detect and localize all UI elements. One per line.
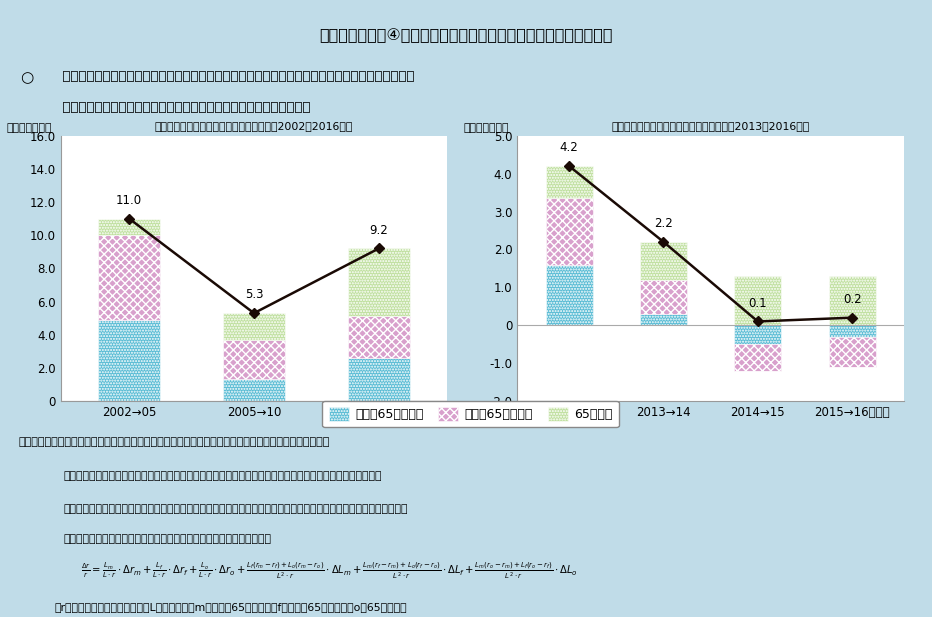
Bar	[348, 249, 410, 317]
Text: $\frac{\Delta r}{r} = \frac{L_m}{L \cdot r} \cdot \Delta r_m + \frac{L_f}{L \cdo: $\frac{\Delta r}{r} = \frac{L_m}{L \cdot…	[81, 560, 578, 581]
Text: イム労働者比率と労働者数の変化を合計したものを示す。: イム労働者比率と労働者数の変化を合計したものを示す。	[63, 534, 271, 544]
Bar	[829, 337, 876, 367]
Text: 0.2: 0.2	[843, 292, 861, 306]
Text: ２）各年のパートタイム比率の差について要因分解したもの。要因分解式は下記のとおりで、各者のパートタ: ２）各年のパートタイム比率の差について要因分解したもの。要因分解式は下記のとおり…	[63, 504, 408, 514]
Bar	[734, 325, 781, 344]
Text: 女性・高齢者の労働参加がパート比率の上昇に大きく寄与している中で、直近では、高齢者がパー: 女性・高齢者の労働参加がパート比率の上昇に大きく寄与している中で、直近では、高齢…	[54, 70, 415, 83]
Bar	[734, 344, 781, 371]
Title: パートタイム比率の増減率の寄与度分解（2013～2016年）: パートタイム比率の増減率の寄与度分解（2013～2016年）	[611, 121, 810, 131]
Bar	[829, 325, 876, 337]
Bar	[348, 317, 410, 358]
Text: コラム１－３－④図　パートタイム比率の増減に対する寄与度分解: コラム１－３－④図 パートタイム比率の増減に対する寄与度分解	[320, 28, 612, 43]
Bar	[98, 218, 160, 235]
Legend: 男性（65歳未満）, 女性（65歳未満）, 65歳以上: 男性（65歳未満）, 女性（65歳未満）, 65歳以上	[322, 401, 619, 427]
Text: （増減率・％）: （増減率・％）	[463, 123, 509, 133]
Text: 11.0: 11.0	[116, 194, 143, 207]
Text: 2.2: 2.2	[654, 217, 673, 230]
Text: 0.1: 0.1	[748, 297, 767, 310]
Bar	[223, 313, 285, 340]
Bar	[829, 276, 876, 325]
Title: パートタイム比率の増減率の寄与度分解（2002～2016年）: パートタイム比率の増減率の寄与度分解（2002～2016年）	[155, 121, 353, 131]
Text: 資料出所　総務省統計局「労働力調査（詳細集計）」をもとに厚生労働省労働政策担当参事官室にて作成: 資料出所 総務省統計局「労働力調査（詳細集計）」をもとに厚生労働省労働政策担当参…	[19, 437, 330, 447]
Bar	[640, 280, 687, 314]
Text: （r：パートタイム労働者比率、L：労働者数、m＝男性（65歳未満）、f＝女性（65歳未満）、o＝65歳以上）: （r：パートタイム労働者比率、L：労働者数、m＝男性（65歳未満）、f＝女性（6…	[54, 602, 407, 612]
Bar	[223, 340, 285, 379]
Bar	[640, 314, 687, 325]
Bar	[640, 242, 687, 280]
Text: ト比率の上昇に寄与しているが、全体のパート比率の上昇幅は縮小。: ト比率の上昇に寄与しているが、全体のパート比率の上昇幅は縮小。	[54, 101, 310, 114]
Text: （増減率・％）: （増減率・％）	[7, 123, 52, 133]
Text: 4.2: 4.2	[560, 141, 579, 154]
Bar	[223, 379, 285, 401]
Text: 9.2: 9.2	[369, 223, 388, 236]
Text: 5.3: 5.3	[245, 288, 263, 301]
Bar	[98, 235, 160, 320]
Bar	[348, 358, 410, 401]
Bar	[545, 198, 593, 265]
Bar	[545, 265, 593, 325]
Text: ○: ○	[21, 70, 34, 85]
Bar	[734, 276, 781, 325]
Text: （注）　１）パートタイム比率は「非正規の職員・従業員」の比率を指す。左図は各時点間の増減率を示す。: （注） １）パートタイム比率は「非正規の職員・従業員」の比率を指す。左図は各時点…	[63, 471, 382, 481]
Bar	[545, 166, 593, 198]
Bar	[98, 320, 160, 401]
